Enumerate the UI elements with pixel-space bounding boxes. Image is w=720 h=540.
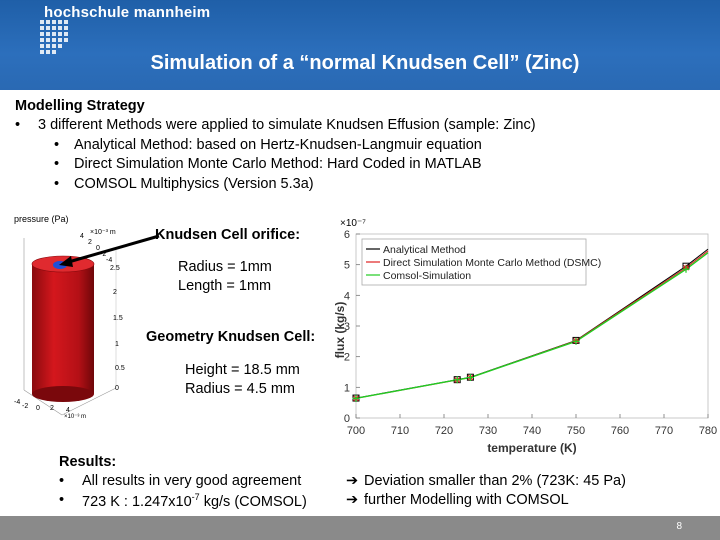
y-tick-label: 1 — [344, 382, 350, 394]
cell-cylinder-bottom — [32, 386, 94, 402]
bullet-dot: • — [54, 156, 60, 172]
tick-label: -4 — [14, 399, 20, 406]
orifice-pointer-arrow — [59, 234, 160, 267]
x-tick-label: 760 — [611, 425, 629, 437]
arrow-right-icon: ➔ — [346, 492, 359, 508]
x-tick-label: 700 — [347, 425, 365, 437]
results-line1-left: All results in very good agreement — [82, 473, 302, 489]
tick-label: 2 — [113, 289, 117, 296]
orifice-title: Knudsen Cell orifice: — [155, 227, 301, 243]
bullet-dot: • — [59, 473, 65, 489]
logo-text: hochschule mannheim — [44, 4, 211, 21]
results-line2-left: 723 K : 1.247x10-7 kg/s (COMSOL) — [82, 492, 307, 510]
tick-label: 4 — [80, 233, 84, 240]
strategy-heading: Modelling Strategy — [15, 98, 145, 114]
strategy-bullet-main: 3 different Methods were applied to simu… — [38, 117, 536, 133]
legend-entry: Direct Simulation Monte Carlo Method (DS… — [383, 257, 601, 269]
bullet-dot: • — [54, 176, 60, 192]
flux-chart: ×10⁻⁷ 700 710 720 730 740 750 760 770 780 0 1 2 3 4 5 6… — [333, 218, 717, 455]
data-point — [453, 376, 461, 384]
x-tick-label: 730 — [479, 425, 497, 437]
tick-label: 1.5 — [113, 315, 123, 322]
x-tick-label: 720 — [435, 425, 453, 437]
tick-label: 0 — [96, 245, 100, 252]
exp-label-top: ×10⁻³ m — [90, 229, 116, 236]
results-line2-right: further Modelling with COMSOL — [364, 492, 569, 508]
strategy-sub-bullet-3: COMSOL Multiphysics (Version 5.3a) — [74, 176, 314, 192]
y-tick-label: 5 — [344, 260, 350, 272]
data-point — [352, 394, 360, 402]
x-tick-label: 770 — [655, 425, 673, 437]
tick-label: 0.5 — [115, 365, 125, 372]
legend-entry: Analytical Method — [383, 244, 466, 256]
orifice-radius: Radius = 1mm — [178, 259, 272, 275]
footer-bar: 8 — [0, 516, 720, 540]
tick-label: 2 — [50, 405, 54, 412]
cell-cylinder-body — [32, 264, 94, 394]
y-tick-label: 4 — [344, 290, 350, 302]
x-tick-label: 780 — [699, 425, 717, 437]
arrow-right-icon: ➔ — [346, 473, 359, 489]
tick-label: 2 — [88, 239, 92, 246]
tick-label: -4 — [106, 257, 112, 264]
knudsen-cell-figure: pressure (Pa) ×10⁻³ m 4 2 0 -2 -4 2.5 2 … — [14, 214, 125, 420]
x-tick-label: 750 — [567, 425, 585, 437]
bullet-dot: • — [59, 492, 65, 508]
tick-label: -2 — [100, 251, 106, 258]
y-tick-label: 6 — [344, 229, 350, 241]
results-line2-value: 723 K : 1.247x10 — [82, 493, 192, 510]
geometry-title: Geometry Knudsen Cell: — [146, 329, 316, 345]
tick-label: 1 — [115, 341, 119, 348]
logo-grid-icon — [40, 20, 68, 54]
data-point — [466, 374, 474, 382]
geometry-height: Height = 18.5 mm — [185, 362, 300, 378]
exp-label-bottom: ×10⁻³ m — [64, 414, 86, 420]
tick-label: 0 — [36, 405, 40, 412]
x-tick-label: 710 — [391, 425, 409, 437]
tick-label: 4 — [66, 407, 70, 414]
header-banner: hochschule mannheim Simulation of a “nor… — [0, 0, 720, 90]
legend-entry: Comsol-Simulation — [383, 270, 471, 282]
geometry-radius: Radius = 4.5 mm — [185, 381, 296, 397]
tick-label: 0 — [115, 385, 119, 392]
results-line1-right: Deviation smaller than 2% (723K: 45 Pa) — [364, 473, 626, 489]
legend-box — [361, 238, 587, 286]
slide-title: Simulation of a “normal Knudsen Cell” (Z… — [150, 52, 580, 74]
y-tick-label: 2 — [344, 352, 350, 364]
page-number: 8 — [676, 521, 682, 532]
results-heading: Results: — [59, 454, 117, 470]
series-line-3 — [355, 252, 709, 400]
bullet-dot: • — [15, 117, 21, 133]
chart-exponent-label: ×10⁻⁷ — [340, 218, 366, 229]
tick-label: -2 — [22, 403, 28, 410]
data-point — [572, 337, 580, 345]
results-line2-exponent: -7 — [191, 492, 200, 502]
y-tick-label: 3 — [344, 321, 350, 333]
orifice-length: Length = 1mm — [178, 278, 272, 294]
data-point — [682, 265, 690, 273]
pressure-axis-label: pressure (Pa) — [14, 214, 69, 224]
x-tick-label: 740 — [523, 425, 541, 437]
strategy-sub-bullet-1: Analytical Method: based on Hertz-Knudse… — [74, 137, 482, 153]
tick-label: 2.5 — [110, 265, 120, 272]
results-line2-unit: kg/s (COMSOL) — [199, 493, 307, 510]
bullet-dot: • — [54, 137, 60, 153]
y-tick-label: 0 — [344, 413, 350, 425]
chart-y-axis-label: flux (kg/s) — [333, 302, 347, 359]
chart-x-axis-label: temperature (K) — [487, 441, 576, 455]
strategy-sub-bullet-2: Direct Simulation Monte Carlo Method: Ha… — [74, 156, 482, 172]
